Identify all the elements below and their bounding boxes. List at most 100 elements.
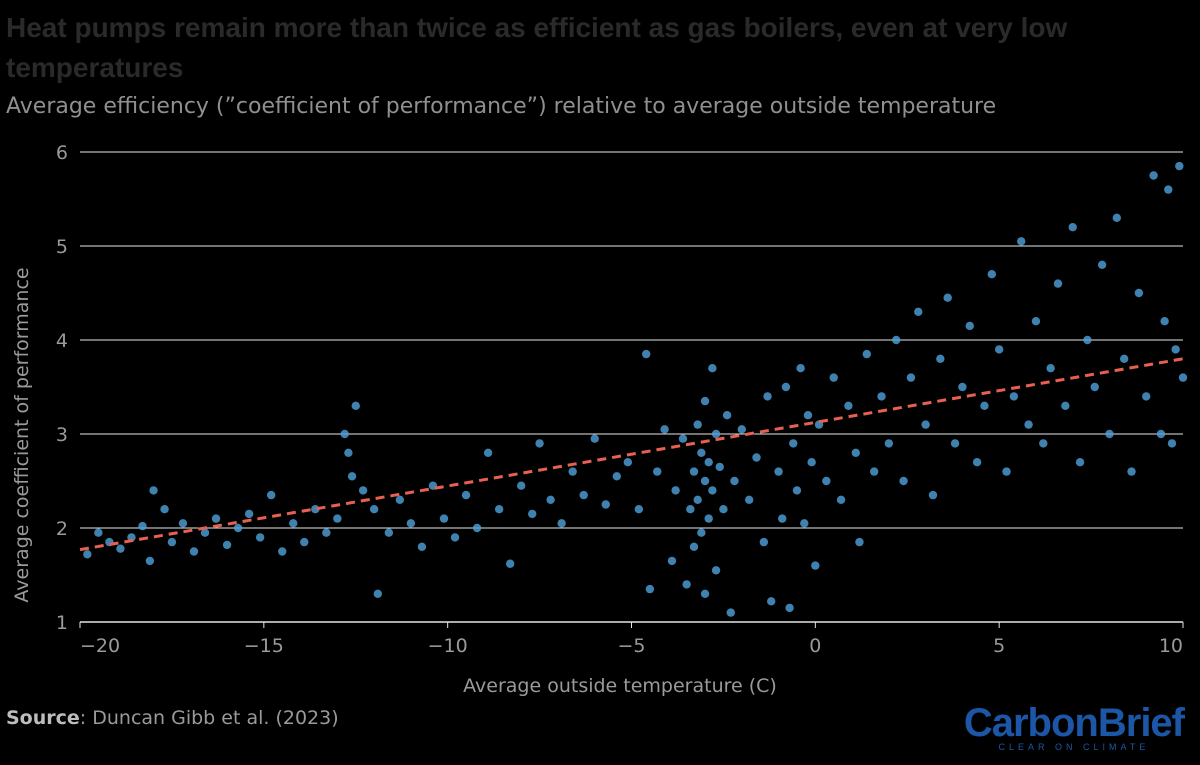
data-point — [803, 411, 813, 420]
data-point — [936, 354, 945, 363]
data-point — [697, 448, 706, 457]
data-point — [980, 401, 989, 410]
data-point — [972, 458, 982, 467]
data-point — [528, 509, 537, 519]
data-point — [789, 439, 798, 448]
data-point — [1156, 429, 1166, 439]
y-tick-label: 5 — [56, 236, 68, 258]
data-point — [340, 429, 349, 439]
data-point — [1160, 317, 1169, 326]
data-point — [822, 476, 831, 486]
data-point — [494, 505, 504, 514]
data-point — [781, 382, 791, 392]
x-tick-label: 0 — [809, 635, 821, 657]
data-point — [1149, 171, 1158, 180]
data-point — [708, 486, 717, 495]
data-point — [83, 550, 92, 559]
data-point — [715, 462, 724, 472]
carbonbrief-logo: CarbonBrief CLEAR ON CLIMATE — [964, 702, 1185, 752]
data-point — [697, 528, 706, 537]
data-point — [1167, 439, 1177, 448]
data-point — [149, 486, 158, 495]
data-point — [568, 467, 577, 476]
data-point — [660, 425, 669, 434]
data-point — [653, 467, 662, 476]
y-tick-label: 3 — [56, 424, 68, 446]
data-point — [546, 495, 555, 504]
data-point — [642, 349, 651, 359]
data-point — [1171, 345, 1180, 354]
x-tick-label: 5 — [993, 635, 1005, 657]
data-point — [800, 519, 809, 528]
data-point — [461, 490, 471, 500]
data-point — [811, 561, 820, 570]
data-point — [406, 519, 416, 528]
data-point — [796, 364, 805, 373]
x-tick-label: −20 — [80, 635, 120, 657]
data-point — [1142, 392, 1151, 401]
data-point — [369, 505, 379, 514]
data-point — [1105, 429, 1114, 439]
data-point — [351, 401, 360, 410]
data-point — [167, 537, 177, 547]
data-point — [678, 434, 688, 443]
data-point — [222, 540, 232, 550]
data-point — [708, 364, 717, 373]
source-text: : Duncan Gibb et al. (2023) — [79, 707, 339, 729]
x-axis-label: Average outside temperature (C) — [463, 675, 777, 697]
source-label: Source — [6, 707, 80, 729]
data-point — [1119, 354, 1129, 363]
data-point — [704, 514, 713, 523]
data-point — [1053, 279, 1063, 288]
data-point — [417, 542, 427, 551]
data-point — [535, 439, 544, 448]
data-point — [1046, 364, 1055, 373]
data-point — [1090, 382, 1099, 392]
y-tick-label: 4 — [56, 330, 68, 352]
data-point — [623, 458, 633, 467]
data-point — [965, 321, 974, 331]
data-point — [862, 349, 872, 359]
data-point — [244, 509, 254, 519]
data-point — [255, 533, 265, 542]
data-point — [645, 584, 655, 594]
data-point — [1039, 439, 1048, 448]
data-point — [358, 486, 368, 495]
data-point — [693, 420, 702, 429]
y-axis-label: Average coefficient of performance — [11, 267, 33, 602]
data-point — [693, 495, 702, 504]
data-point — [1175, 161, 1184, 171]
data-point — [200, 528, 210, 537]
data-point — [450, 533, 460, 542]
data-point — [1075, 458, 1085, 467]
data-point — [517, 481, 526, 490]
data-point — [266, 490, 276, 500]
data-point — [869, 467, 879, 476]
data-point — [921, 420, 930, 429]
data-point — [700, 589, 710, 598]
data-point — [373, 589, 383, 598]
data-point — [836, 495, 846, 504]
data-point — [189, 547, 199, 556]
data-point — [792, 486, 802, 495]
data-point — [472, 523, 482, 533]
data-point — [116, 544, 125, 553]
y-tick-label: 1 — [56, 612, 68, 634]
data-point — [928, 490, 938, 500]
data-point — [711, 429, 721, 439]
data-point — [138, 521, 147, 531]
source-note: Source: Duncan Gibb et al. (2023) — [6, 707, 339, 729]
y-axis-ticks: 1 2 3 4 5 6 — [56, 142, 68, 634]
data-point — [579, 490, 588, 500]
data-point — [300, 537, 309, 547]
data-point — [752, 453, 761, 462]
data-point — [1061, 401, 1070, 410]
chart-title: Heat pumps remain more than twice as eff… — [6, 12, 1068, 83]
data-point — [1002, 467, 1011, 476]
data-point — [943, 293, 952, 302]
data-point — [722, 411, 732, 420]
data-point — [994, 345, 1004, 354]
data-point — [344, 448, 353, 457]
data-point — [785, 603, 794, 613]
y-tick-label: 6 — [56, 142, 68, 164]
